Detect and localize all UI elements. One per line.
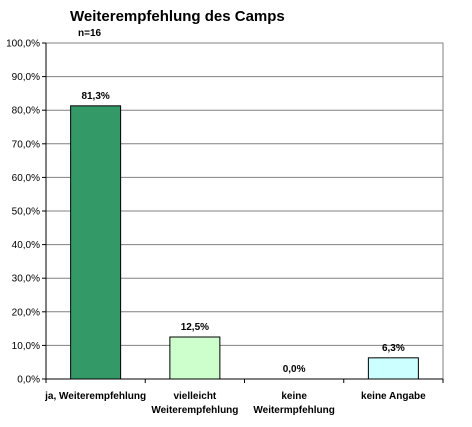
y-tick-label: 90,0% bbox=[12, 72, 40, 83]
y-tick-label: 100,0% bbox=[6, 39, 40, 50]
bar bbox=[367, 357, 419, 380]
y-tick-label: 10,0% bbox=[12, 341, 40, 352]
y-tick-label: 30,0% bbox=[12, 274, 40, 285]
data-label: 6,3% bbox=[382, 343, 405, 354]
chart-subtitle: n=16 bbox=[78, 28, 102, 39]
bar bbox=[169, 336, 221, 380]
y-tick-label: 0,0% bbox=[17, 375, 40, 386]
data-label: 0,0% bbox=[283, 364, 306, 375]
data-label: 12,5% bbox=[181, 322, 209, 333]
category-label: keine Angabe bbox=[361, 391, 426, 402]
chart-title: Weiterempfehlung des Camps bbox=[70, 8, 285, 25]
y-tick-label: 80,0% bbox=[12, 106, 40, 117]
y-tick-label: 50,0% bbox=[12, 207, 40, 218]
y-tick-label: 70,0% bbox=[12, 139, 40, 150]
data-label: 81,3% bbox=[81, 91, 109, 102]
category-label: keine Weitermpfehlung bbox=[253, 391, 334, 416]
y-tick-label: 60,0% bbox=[12, 173, 40, 184]
bar bbox=[70, 105, 122, 380]
category-label: ja, Weiterempfehlung bbox=[44, 391, 146, 402]
category-label: vielleicht Weiterempfehlung bbox=[151, 391, 238, 416]
y-tick-label: 40,0% bbox=[12, 240, 40, 251]
y-tick-label: 20,0% bbox=[12, 307, 40, 318]
